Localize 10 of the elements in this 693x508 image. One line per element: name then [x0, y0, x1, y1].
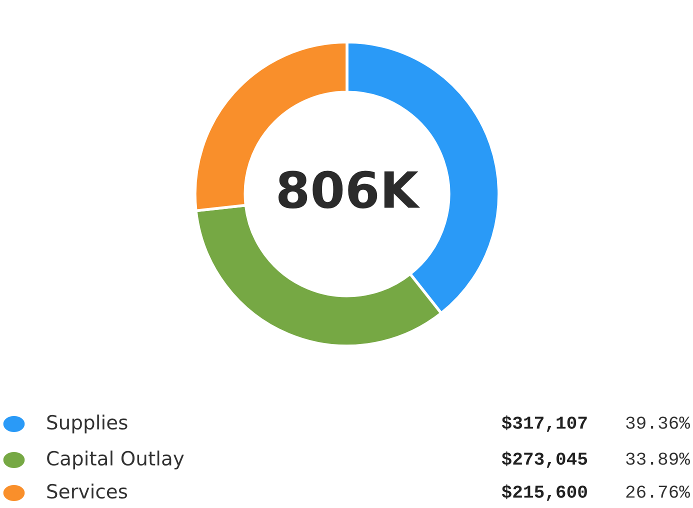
data-label: $273,045 [502, 451, 588, 468]
legend-label: Services [47, 484, 128, 499]
legend-label: Supplies [47, 414, 128, 434]
legend-label: Capital Outlay [47, 450, 184, 470]
text: 806K [278, 170, 420, 209]
text: 39.36% [626, 416, 690, 429]
data-label: $317,107 [502, 415, 587, 432]
text: 26.76% [626, 486, 690, 498]
text: 33.89% [626, 452, 690, 465]
data-label: $215,600 [502, 484, 587, 501]
